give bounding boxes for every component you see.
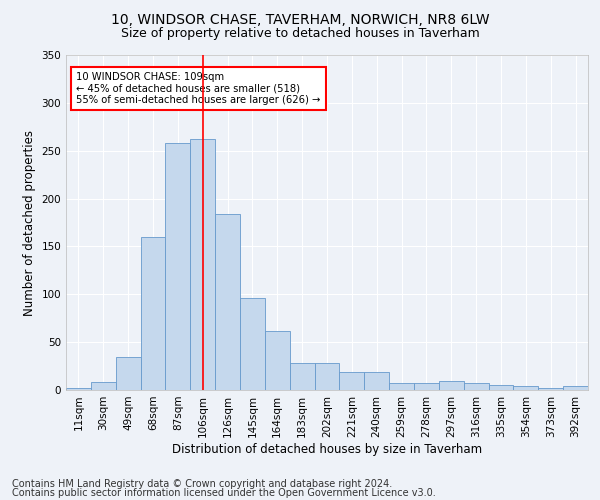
Text: Contains public sector information licensed under the Open Government Licence v3: Contains public sector information licen… — [12, 488, 436, 498]
Bar — [140, 237, 166, 390]
Bar — [364, 372, 389, 390]
Bar — [538, 388, 563, 390]
Bar — [563, 386, 588, 390]
Bar — [414, 384, 439, 390]
X-axis label: Distribution of detached houses by size in Taverham: Distribution of detached houses by size … — [172, 442, 482, 456]
Bar — [464, 384, 488, 390]
Bar — [215, 214, 240, 390]
Bar — [265, 330, 290, 390]
Bar — [240, 298, 265, 390]
Bar — [389, 384, 414, 390]
Y-axis label: Number of detached properties: Number of detached properties — [23, 130, 36, 316]
Bar — [340, 372, 364, 390]
Bar — [314, 363, 340, 390]
Bar — [190, 139, 215, 390]
Text: 10 WINDSOR CHASE: 109sqm
← 45% of detached houses are smaller (518)
55% of semi-: 10 WINDSOR CHASE: 109sqm ← 45% of detach… — [76, 72, 321, 105]
Text: Size of property relative to detached houses in Taverham: Size of property relative to detached ho… — [121, 28, 479, 40]
Bar — [66, 388, 91, 390]
Bar — [290, 363, 314, 390]
Bar — [514, 386, 538, 390]
Bar — [116, 356, 140, 390]
Bar — [166, 143, 190, 390]
Text: Contains HM Land Registry data © Crown copyright and database right 2024.: Contains HM Land Registry data © Crown c… — [12, 479, 392, 489]
Text: 10, WINDSOR CHASE, TAVERHAM, NORWICH, NR8 6LW: 10, WINDSOR CHASE, TAVERHAM, NORWICH, NR… — [110, 12, 490, 26]
Bar — [91, 382, 116, 390]
Bar — [439, 382, 464, 390]
Bar — [488, 385, 514, 390]
